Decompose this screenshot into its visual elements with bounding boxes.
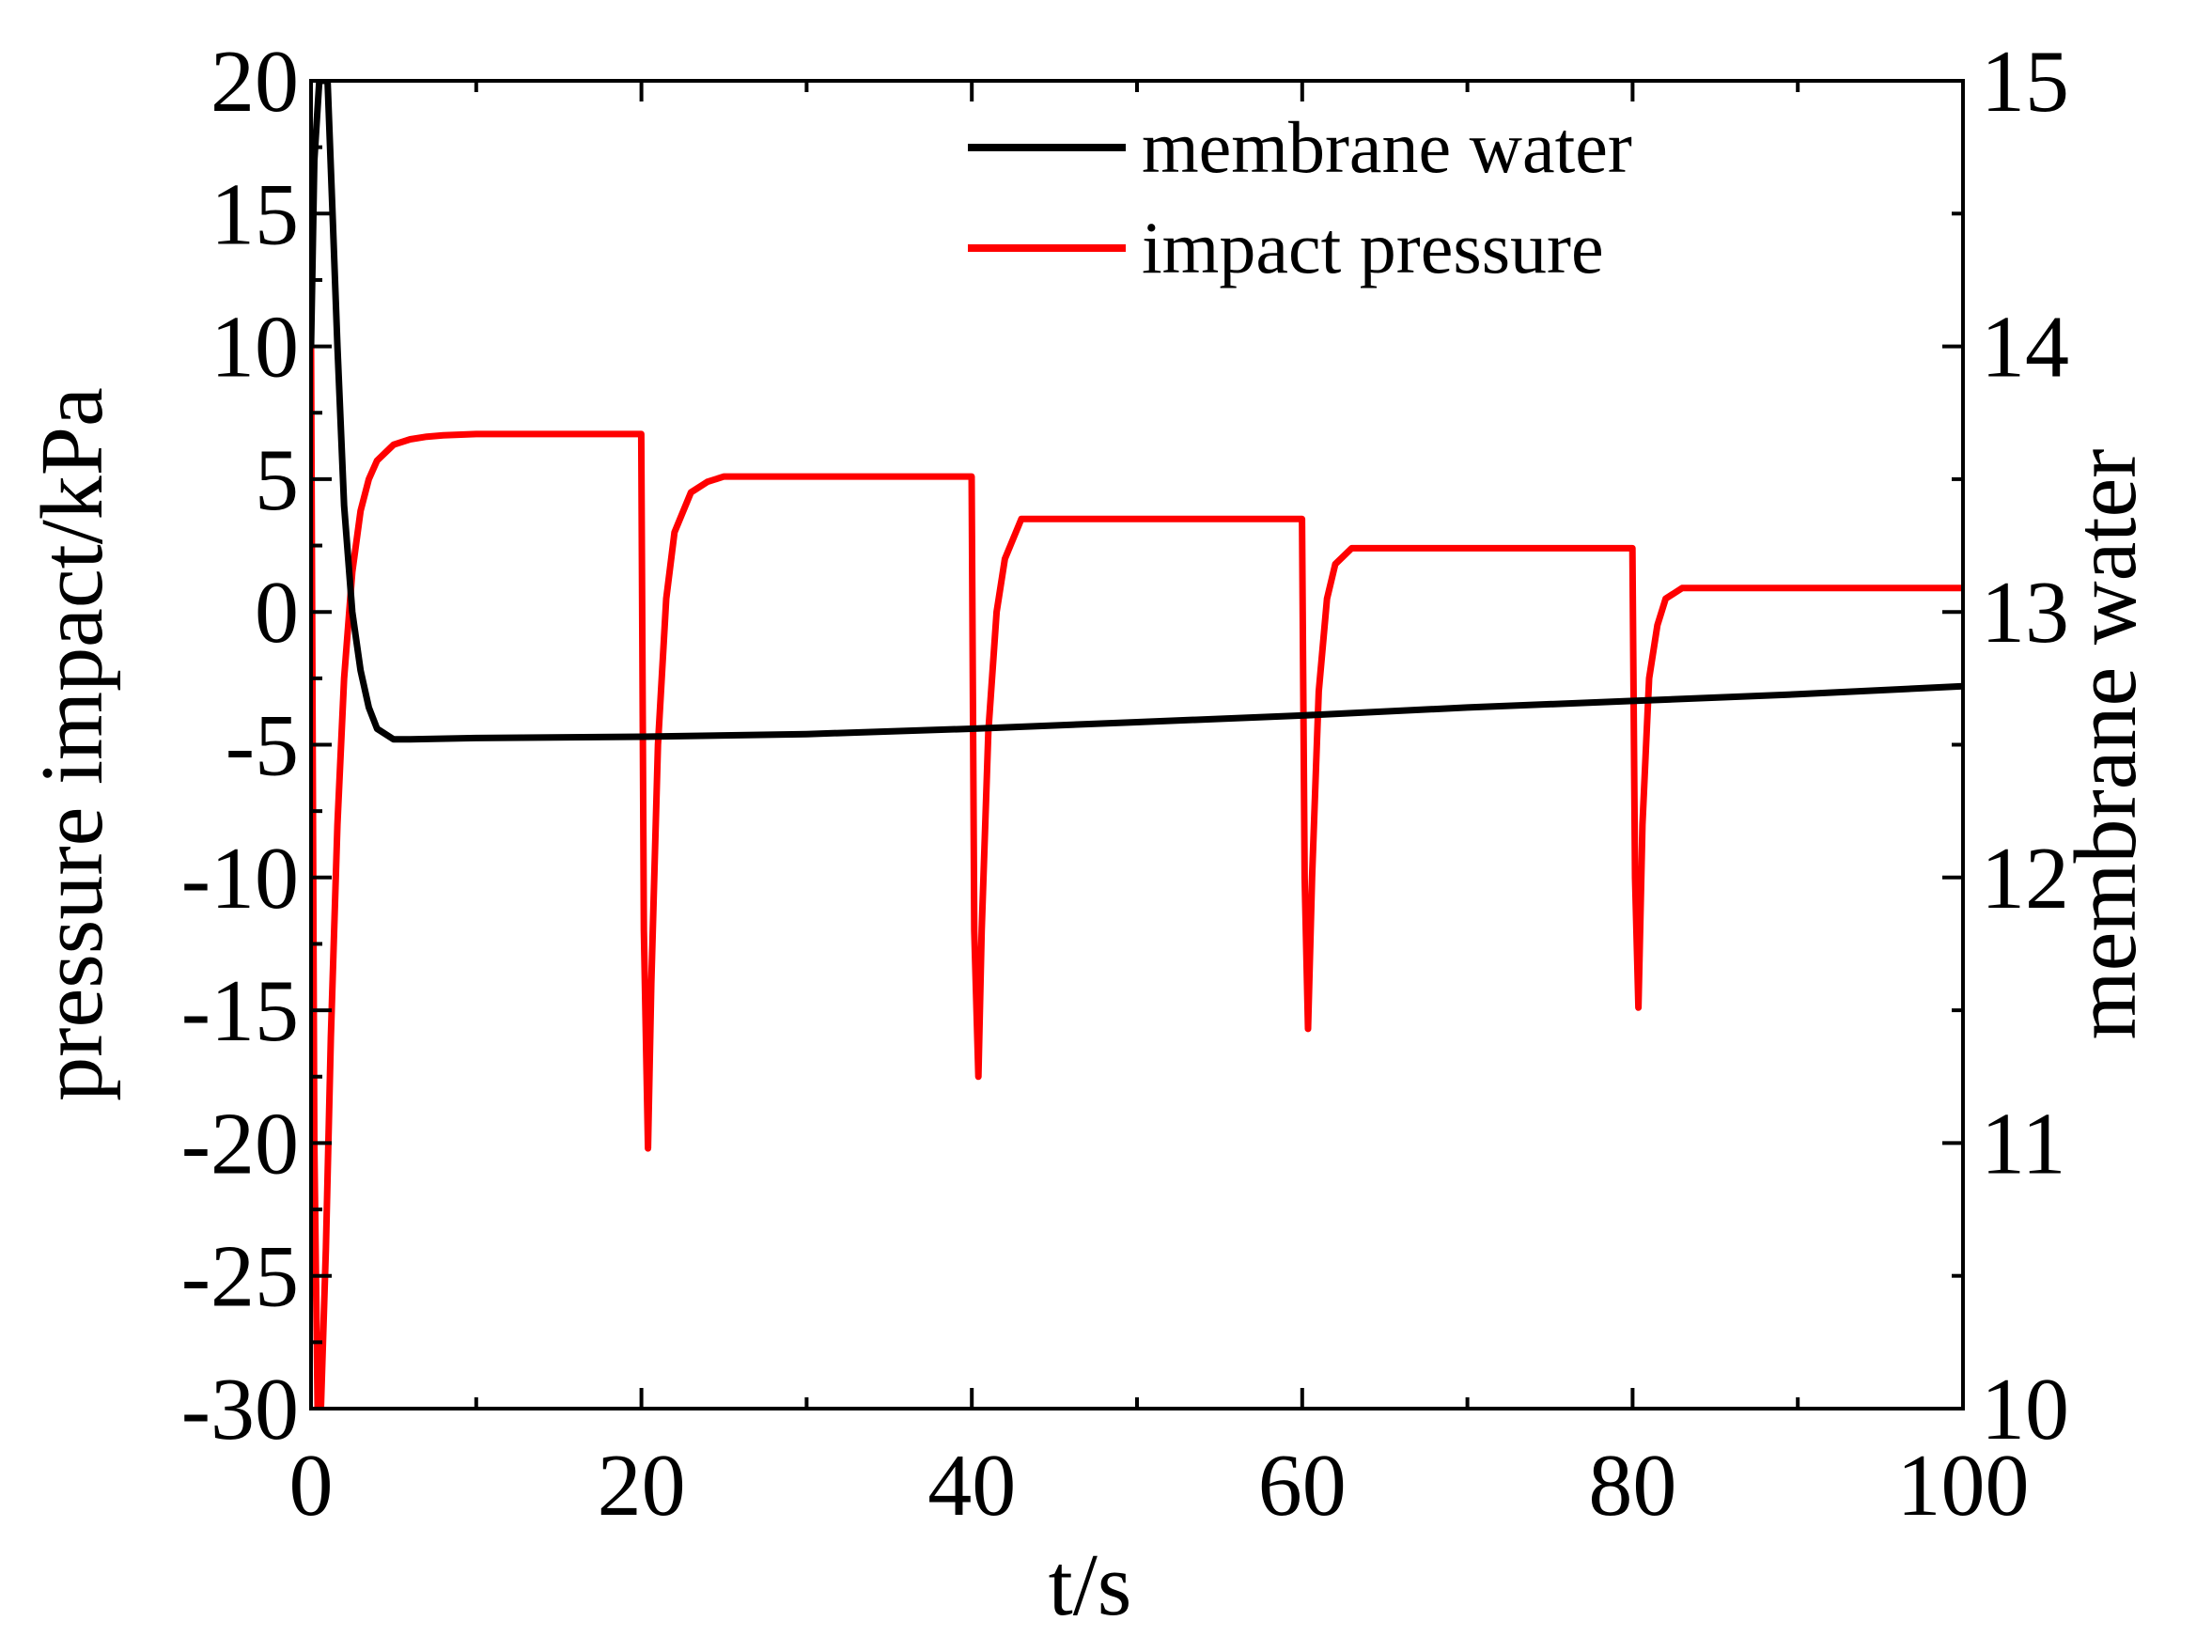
- y-left-tick-label: 0: [255, 564, 299, 662]
- y-left-tick-label: 15: [210, 165, 299, 263]
- y-left-tick-label: 20: [210, 33, 299, 131]
- x-axis-title: t/s: [1049, 1536, 1132, 1634]
- plot-frame: [309, 79, 1965, 1410]
- ticks: [309, 79, 1965, 1410]
- x-tick-label: 60: [1258, 1437, 1347, 1535]
- y-left-tick-label: -30: [181, 1361, 299, 1458]
- legend-label-membrane-water: membrane water: [1142, 106, 1632, 188]
- y-left-tick-label: -5: [226, 697, 299, 795]
- y-right-axis-title: membrane water: [2057, 449, 2155, 1040]
- y-left-axis-title: pressure impact/kPa: [23, 387, 121, 1101]
- y-left-tick-label: -15: [181, 962, 299, 1060]
- y-right-tick-label: 10: [1981, 1361, 2069, 1458]
- y-right-tick-label: 12: [1981, 830, 2069, 927]
- legend: membrane water impact pressure: [968, 106, 1632, 288]
- y-left-tick-label: -25: [181, 1228, 299, 1326]
- impact-pressure-line: [311, 346, 1963, 1409]
- legend-label-impact-pressure: impact pressure: [1142, 207, 1604, 288]
- x-tick-label: 20: [598, 1437, 686, 1535]
- y-left-tick-label: -10: [181, 830, 299, 927]
- y-right-tick-labels: 10 11 12 13 14 15: [1981, 33, 2069, 1458]
- y-right-tick-label: 15: [1981, 33, 2069, 131]
- y-right-tick-label: 11: [1981, 1095, 2066, 1192]
- x-tick-label: 100: [1897, 1437, 2030, 1535]
- x-tick-labels: 0 20 40 60 80 100: [289, 1437, 2030, 1535]
- y-right-tick-label: 14: [1981, 299, 2069, 397]
- x-tick-label: 0: [289, 1437, 334, 1535]
- x-tick-label: 40: [927, 1437, 1016, 1535]
- y-right-tick-label: 13: [1981, 564, 2069, 662]
- y-left-tick-labels: -30 -25 -20 -15 -10 -5 0 5 10 15 20: [181, 33, 299, 1458]
- y-left-tick-label: 5: [255, 431, 299, 529]
- y-left-tick-label: 10: [210, 299, 299, 397]
- membrane-water-line: [311, 81, 1963, 743]
- y-left-tick-label: -20: [181, 1095, 299, 1192]
- x-tick-label: 80: [1588, 1437, 1676, 1535]
